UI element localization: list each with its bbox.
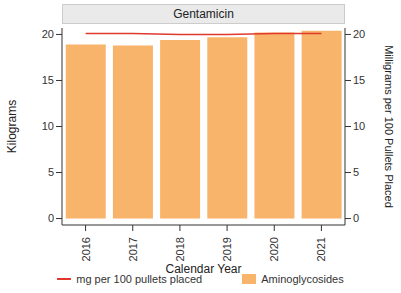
svg-text:15: 15 — [353, 74, 365, 86]
svg-text:15: 15 — [42, 74, 54, 86]
svg-text:0: 0 — [353, 212, 359, 224]
svg-text:2016: 2016 — [80, 237, 92, 261]
svg-text:2018: 2018 — [174, 237, 186, 261]
svg-text:2020: 2020 — [268, 237, 280, 261]
svg-text:2017: 2017 — [127, 237, 139, 261]
svg-text:10: 10 — [42, 120, 54, 132]
html-text:Aminoglycosides: Aminoglycosides — [261, 273, 344, 285]
html-text:Gentamicin: Gentamicin — [173, 7, 234, 21]
svg-text:2021: 2021 — [315, 237, 327, 261]
svg-text:20: 20 — [353, 28, 365, 40]
svg-text:Milligrams per 100 Pullets Pla: Milligrams per 100 Pullets Placed — [383, 45, 393, 208]
svg-text:10: 10 — [353, 120, 365, 132]
html-text:mg per 100 pullets placed: mg per 100 pullets placed — [76, 273, 203, 285]
svg-text:5: 5 — [353, 166, 359, 178]
svg-text:0: 0 — [48, 212, 54, 224]
svg-text:5: 5 — [48, 166, 54, 178]
svg-text:Calendar Year: Calendar Year — [165, 262, 241, 276]
svg-text:Kilograms: Kilograms — [8, 100, 19, 153]
svg-text:2019: 2019 — [221, 237, 233, 261]
svg-text:20: 20 — [42, 28, 54, 40]
